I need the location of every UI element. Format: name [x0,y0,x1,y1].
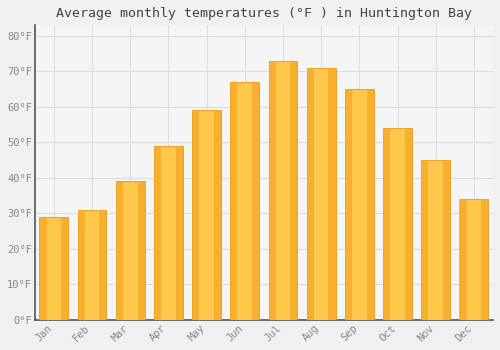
Bar [306,68,314,320]
Bar [116,182,144,320]
Bar [268,61,276,320]
Bar [40,217,68,320]
Bar [154,146,182,320]
Bar [383,128,412,320]
Bar [345,89,374,320]
Bar [482,199,488,320]
Bar [61,217,68,320]
Bar [405,128,412,320]
Bar [40,217,46,320]
Bar [78,210,106,320]
Title: Average monthly temperatures (°F ) in Huntington Bay: Average monthly temperatures (°F ) in Hu… [56,7,472,20]
Bar [290,61,298,320]
Bar [268,61,298,320]
Bar [100,210,106,320]
Bar [252,82,260,320]
Bar [422,160,450,320]
Bar [154,146,161,320]
Bar [138,182,144,320]
Bar [78,210,84,320]
Bar [192,111,221,320]
Bar [176,146,183,320]
Bar [366,89,374,320]
Bar [383,128,390,320]
Bar [422,160,428,320]
Bar [230,82,237,320]
Bar [460,199,488,320]
Bar [192,111,200,320]
Bar [328,68,336,320]
Bar [214,111,221,320]
Bar [460,199,466,320]
Bar [307,68,336,320]
Bar [230,82,259,320]
Bar [443,160,450,320]
Bar [116,182,123,320]
Bar [345,89,352,320]
